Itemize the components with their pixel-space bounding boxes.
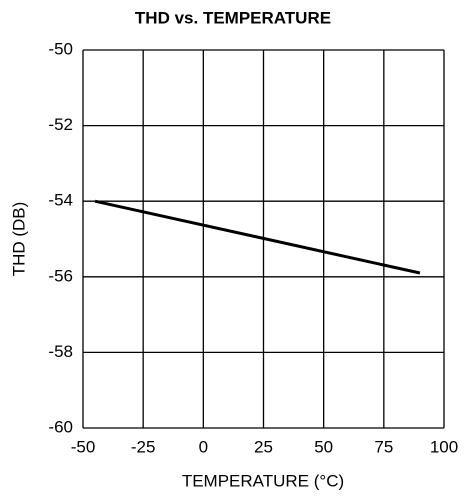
y-tick-label: -60 — [48, 417, 73, 436]
data-line — [94, 199, 421, 275]
y-tick-label: -50 — [48, 39, 73, 58]
y-tick-label: -56 — [48, 266, 73, 285]
x-tick-label: 0 — [199, 437, 208, 456]
x-tick-label: -25 — [131, 437, 156, 456]
y-tick-label: -58 — [48, 342, 73, 361]
y-tick-label: -54 — [48, 191, 73, 210]
y-tick-label: -52 — [48, 115, 73, 134]
x-tick-label: 75 — [374, 437, 393, 456]
y-axis-label: THD (DB) — [9, 202, 28, 277]
x-axis-label: TEMPERATURE (°C) — [182, 471, 344, 490]
x-tick-label: 100 — [430, 437, 458, 456]
x-tick-label: -50 — [71, 437, 96, 456]
x-tick-label: 50 — [314, 437, 333, 456]
x-tick-label: 25 — [254, 437, 273, 456]
chart-title: THD vs. TEMPERATURE — [135, 8, 331, 27]
